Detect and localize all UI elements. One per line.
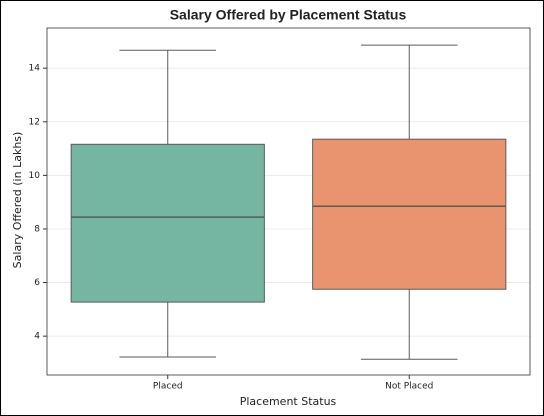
box [312,138,507,290]
box [70,143,265,303]
y-tick-label: 8 [34,224,40,234]
plot-frame [46,27,531,376]
x-axis-label: Placement Status [240,395,337,408]
x-tick-label: Not Placed [385,382,433,392]
chart-title: Salary Offered by Placement Status [170,7,407,23]
y-axis-label: Salary Offered (in Lakhs) [11,132,24,269]
x-tick-label: Placed [153,382,183,392]
y-tick-label: 4 [34,332,40,342]
y-tick-label: 12 [29,117,40,127]
y-tick-label: 10 [29,171,41,181]
y-tick-label: 14 [29,64,41,74]
y-tick-label: 6 [34,278,40,288]
